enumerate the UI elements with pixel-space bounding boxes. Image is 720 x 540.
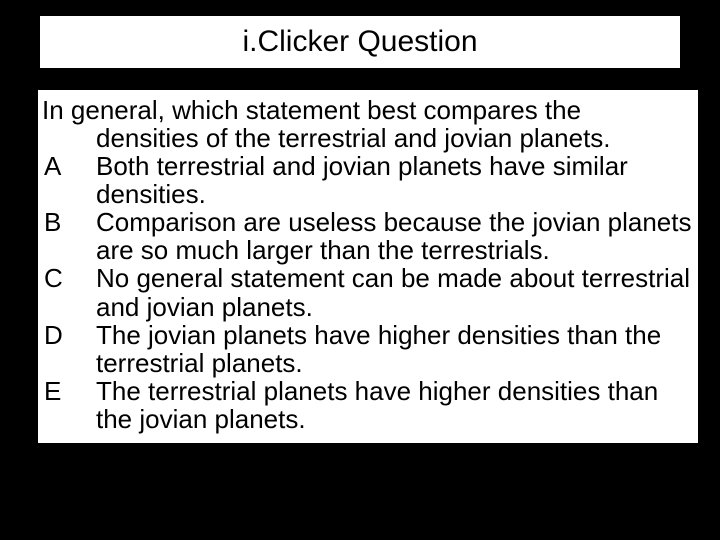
option-letter: C <box>42 264 96 292</box>
question-line-1: In general, which statement best compare… <box>42 96 694 124</box>
option-text: Both terrestrial and jovian planets have… <box>96 152 694 208</box>
option-letter: D <box>42 321 96 349</box>
option-e: E The terrestrial planets have higher de… <box>42 377 694 433</box>
option-letter: B <box>42 208 96 236</box>
option-d: D The jovian planets have higher densiti… <box>42 321 694 377</box>
content-box: In general, which statement best compare… <box>38 90 698 443</box>
option-c: C No general statement can be made about… <box>42 264 694 320</box>
option-text: The jovian planets have higher densities… <box>96 321 694 377</box>
option-text: Comparison are useless because the jovia… <box>96 208 694 264</box>
option-letter: A <box>42 152 96 180</box>
slide-title: i.Clicker Question <box>242 25 477 59</box>
option-letter: E <box>42 377 96 405</box>
question-line-2: densities of the terrestrial and jovian … <box>42 124 694 152</box>
title-box: i.Clicker Question <box>38 14 682 70</box>
option-text: The terrestrial planets have higher dens… <box>96 377 694 433</box>
option-b: B Comparison are useless because the jov… <box>42 208 694 264</box>
slide: i.Clicker Question In general, which sta… <box>0 0 720 540</box>
option-text: No general statement can be made about t… <box>96 264 694 320</box>
option-a: A Both terrestrial and jovian planets ha… <box>42 152 694 208</box>
